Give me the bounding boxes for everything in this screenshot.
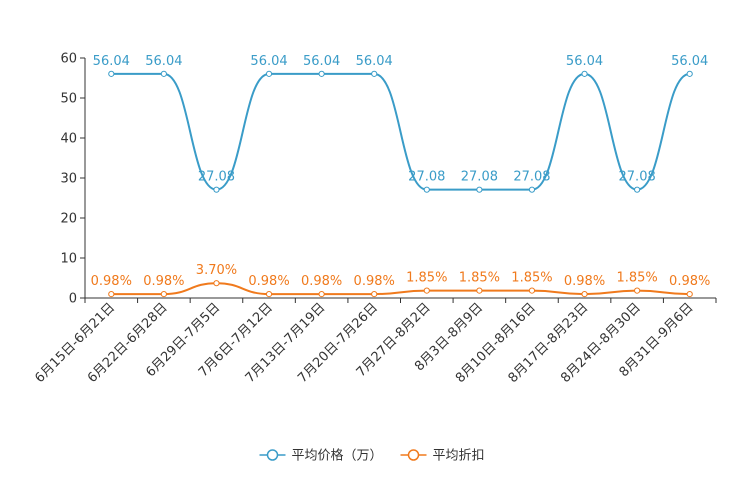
- legend-label: 平均价格（万）: [292, 448, 383, 464]
- axes: 01020304050606月15日-6月21日6月22日-6月28日6月29日…: [32, 52, 717, 386]
- data-label: 0.98%: [301, 274, 342, 289]
- data-point[interactable]: [108, 70, 115, 77]
- y-tick-label: 20: [60, 212, 77, 227]
- legend[interactable]: 平均价格（万） 平均折扣: [259, 448, 485, 464]
- legend-label: 平均折扣: [433, 449, 485, 464]
- y-tick-label: 60: [60, 52, 77, 67]
- data-label: 0.98%: [248, 274, 289, 289]
- data-label: 27.08: [198, 170, 235, 185]
- data-point[interactable]: [476, 186, 483, 193]
- data-point[interactable]: [371, 290, 378, 298]
- data-label: 56.04: [566, 54, 603, 69]
- data-point[interactable]: [265, 70, 273, 77]
- data-label: 0.98%: [564, 274, 605, 289]
- data-point[interactable]: [581, 70, 588, 77]
- data-point[interactable]: [423, 287, 430, 294]
- data-point[interactable]: [213, 186, 220, 193]
- y-tick-label: 0: [69, 292, 77, 307]
- series-line-1: [111, 72, 690, 191]
- data-point[interactable]: [371, 70, 378, 77]
- data-label: 0.98%: [143, 274, 184, 289]
- data-label: 0.98%: [669, 274, 710, 289]
- y-tick-label: 50: [60, 92, 77, 107]
- series-line-2: [111, 282, 690, 296]
- y-tick-label: 30: [60, 172, 77, 187]
- data-point[interactable]: [686, 70, 693, 77]
- data-point[interactable]: [160, 290, 167, 298]
- legend-marker-icon: [407, 449, 420, 461]
- legend-item-2[interactable]: 平均折扣: [400, 449, 485, 464]
- data-label: 1.85%: [406, 271, 447, 286]
- y-tick-label: 10: [60, 252, 77, 267]
- data-label: 56.04: [671, 54, 708, 69]
- data-point[interactable]: [581, 290, 588, 298]
- data-label: 0.98%: [354, 274, 395, 289]
- data-label: 1.85%: [459, 271, 500, 286]
- data-point[interactable]: [318, 70, 325, 77]
- data-label: 27.08: [513, 170, 550, 185]
- data-point[interactable]: [108, 290, 115, 298]
- legend-item-1[interactable]: 平均价格（万）: [259, 448, 383, 464]
- data-point[interactable]: [528, 287, 536, 294]
- data-label: 27.08: [408, 170, 445, 185]
- data-label: 1.85%: [616, 271, 657, 286]
- data-label: 56.04: [250, 54, 287, 69]
- data-label: 56.04: [303, 54, 340, 69]
- y-tick-label: 40: [60, 132, 77, 147]
- data-label: 1.85%: [511, 271, 552, 286]
- data-label: 56.04: [93, 54, 130, 69]
- data-point[interactable]: [476, 287, 483, 294]
- data-labels: 56.04 56.04 27.08 56.04 56.04 56.04 27.08 27.08…: [91, 54, 711, 289]
- series-lines: [108, 70, 693, 298]
- data-label: 27.08: [619, 170, 656, 185]
- data-label: 56.04: [145, 54, 182, 69]
- data-label: 0.98%: [91, 274, 132, 289]
- data-point[interactable]: [634, 287, 641, 294]
- data-label: 27.08: [461, 170, 498, 185]
- data-point[interactable]: [528, 186, 536, 193]
- data-label: 56.04: [356, 54, 393, 69]
- data-point[interactable]: [686, 290, 693, 298]
- legend-marker-icon: [266, 449, 279, 461]
- data-label: 3.70%: [196, 263, 237, 278]
- data-point[interactable]: [213, 280, 220, 287]
- data-point[interactable]: [160, 70, 167, 77]
- data-point[interactable]: [423, 186, 430, 193]
- data-point[interactable]: [634, 186, 641, 193]
- data-point[interactable]: [318, 290, 325, 298]
- data-point[interactable]: [265, 290, 273, 298]
